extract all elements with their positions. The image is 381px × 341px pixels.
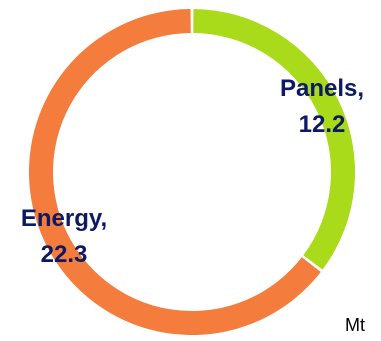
slice-label-panels: Panels, <box>280 75 364 102</box>
slice-labels: Panels, 12.2 Energy, 22.3 <box>21 75 364 268</box>
slice-value-panels: 12.2 <box>299 111 346 138</box>
slice-label-energy: Energy, <box>21 205 107 232</box>
slice-value-energy: 22.3 <box>41 241 88 268</box>
unit-label: Mt <box>345 315 365 335</box>
slice-panels <box>193 9 355 270</box>
donut-slices <box>29 9 355 335</box>
